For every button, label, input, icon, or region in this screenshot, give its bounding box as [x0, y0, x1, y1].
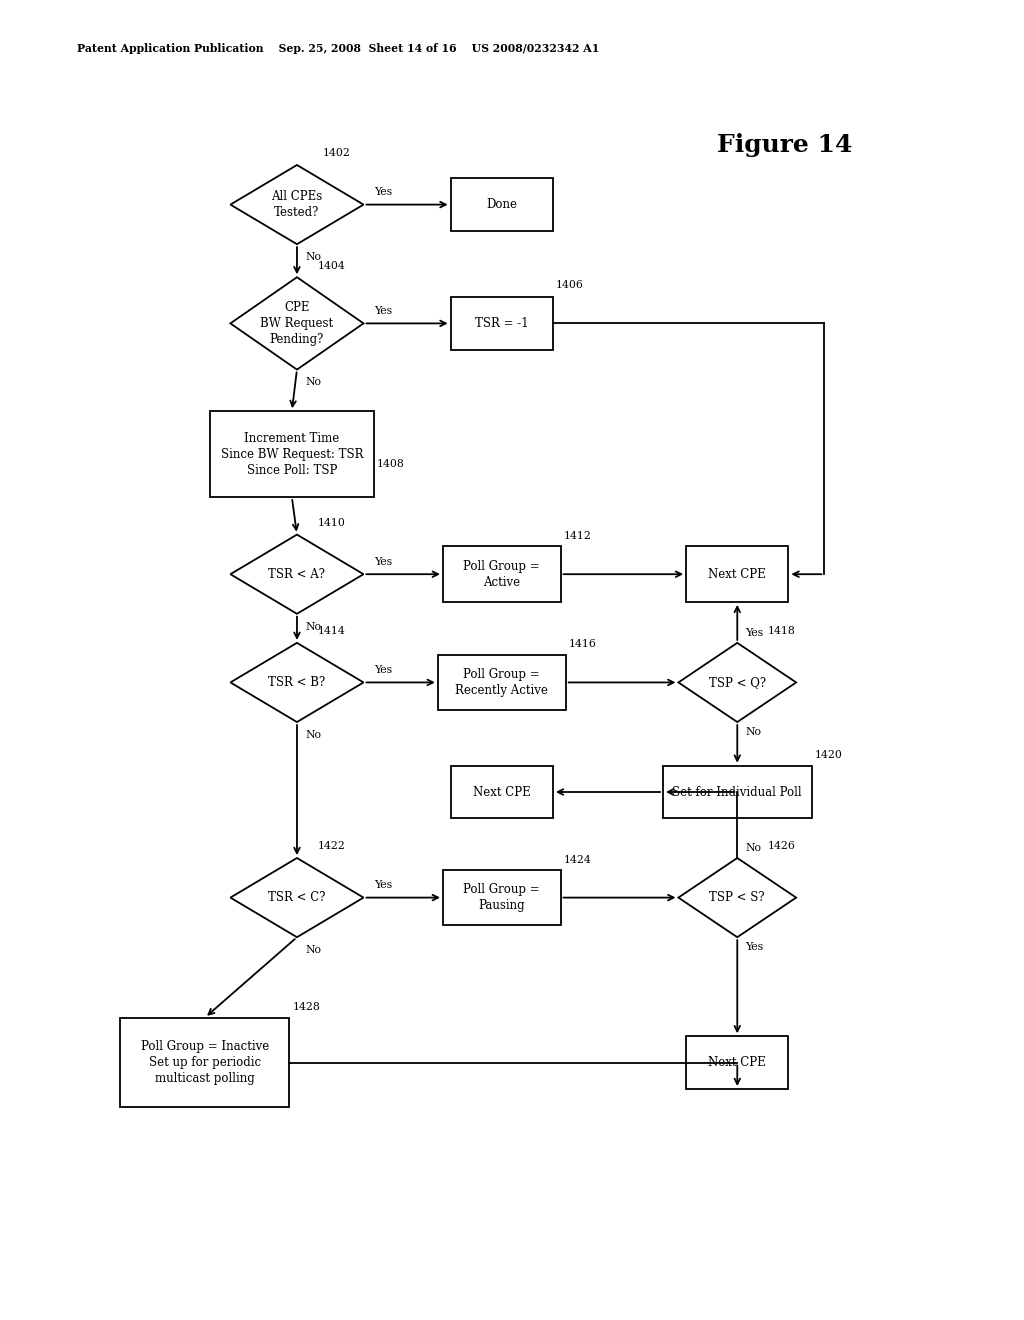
- Text: 1418: 1418: [768, 626, 796, 636]
- Text: TSP < Q?: TSP < Q?: [709, 676, 766, 689]
- Text: Done: Done: [486, 198, 517, 211]
- Text: Yes: Yes: [374, 187, 392, 198]
- Bar: [438, 655, 565, 710]
- Bar: [664, 766, 811, 818]
- Text: TSR < A?: TSR < A?: [268, 568, 326, 581]
- Bar: [451, 297, 553, 350]
- Bar: [686, 546, 788, 602]
- Text: No: No: [305, 252, 322, 263]
- Text: 1412: 1412: [563, 531, 592, 541]
- Bar: [686, 1036, 788, 1089]
- Text: No: No: [305, 945, 322, 956]
- Text: Next CPE: Next CPE: [473, 785, 530, 799]
- Text: 1422: 1422: [317, 841, 345, 851]
- Text: Next CPE: Next CPE: [709, 568, 766, 581]
- Text: Increment Time
Since BW Request: TSR
Since Poll: TSP: Increment Time Since BW Request: TSR Sin…: [220, 432, 364, 477]
- Bar: [121, 1018, 290, 1107]
- Text: CPE
BW Request
Pending?: CPE BW Request Pending?: [260, 301, 334, 346]
- Bar: [210, 411, 374, 496]
- Text: Poll Group =
Pausing: Poll Group = Pausing: [464, 883, 540, 912]
- Text: 1406: 1406: [556, 280, 584, 290]
- Text: Figure 14: Figure 14: [717, 133, 852, 157]
- Text: Yes: Yes: [374, 306, 392, 317]
- Text: Poll Group =
Recently Active: Poll Group = Recently Active: [456, 668, 548, 697]
- Text: 1414: 1414: [317, 626, 345, 636]
- Text: 1420: 1420: [815, 750, 843, 760]
- Text: TSR < B?: TSR < B?: [268, 676, 326, 689]
- Text: Yes: Yes: [745, 942, 764, 953]
- Text: Patent Application Publication    Sep. 25, 2008  Sheet 14 of 16    US 2008/02323: Patent Application Publication Sep. 25, …: [77, 44, 599, 54]
- Text: Next CPE: Next CPE: [709, 1056, 766, 1069]
- Text: 1428: 1428: [293, 1002, 321, 1012]
- Text: Yes: Yes: [374, 665, 392, 676]
- Text: TSP < S?: TSP < S?: [710, 891, 765, 904]
- Text: No: No: [745, 727, 762, 738]
- Bar: [451, 178, 553, 231]
- Text: Yes: Yes: [374, 557, 392, 568]
- Text: Poll Group = Inactive
Set up for periodic
multicast polling: Poll Group = Inactive Set up for periodi…: [140, 1040, 269, 1085]
- Text: 1426: 1426: [768, 841, 796, 851]
- Text: TSR < C?: TSR < C?: [268, 891, 326, 904]
- Text: Set for Individual Poll: Set for Individual Poll: [673, 785, 802, 799]
- Text: No: No: [305, 730, 322, 741]
- Text: TSR = -1: TSR = -1: [475, 317, 528, 330]
- Text: No: No: [745, 843, 762, 854]
- Bar: [451, 766, 553, 818]
- Text: 1410: 1410: [317, 517, 345, 528]
- Text: Yes: Yes: [745, 628, 764, 639]
- Text: No: No: [305, 622, 322, 632]
- Text: 1416: 1416: [569, 639, 597, 649]
- Text: Poll Group =
Active: Poll Group = Active: [464, 560, 540, 589]
- Text: No: No: [305, 378, 322, 388]
- Text: 1402: 1402: [323, 148, 350, 158]
- Text: Yes: Yes: [374, 880, 392, 891]
- Text: 1404: 1404: [317, 260, 345, 271]
- Bar: [442, 546, 561, 602]
- Text: 1424: 1424: [563, 854, 592, 865]
- Bar: [442, 870, 561, 925]
- Text: 1408: 1408: [377, 459, 404, 470]
- Text: All CPEs
Tested?: All CPEs Tested?: [271, 190, 323, 219]
